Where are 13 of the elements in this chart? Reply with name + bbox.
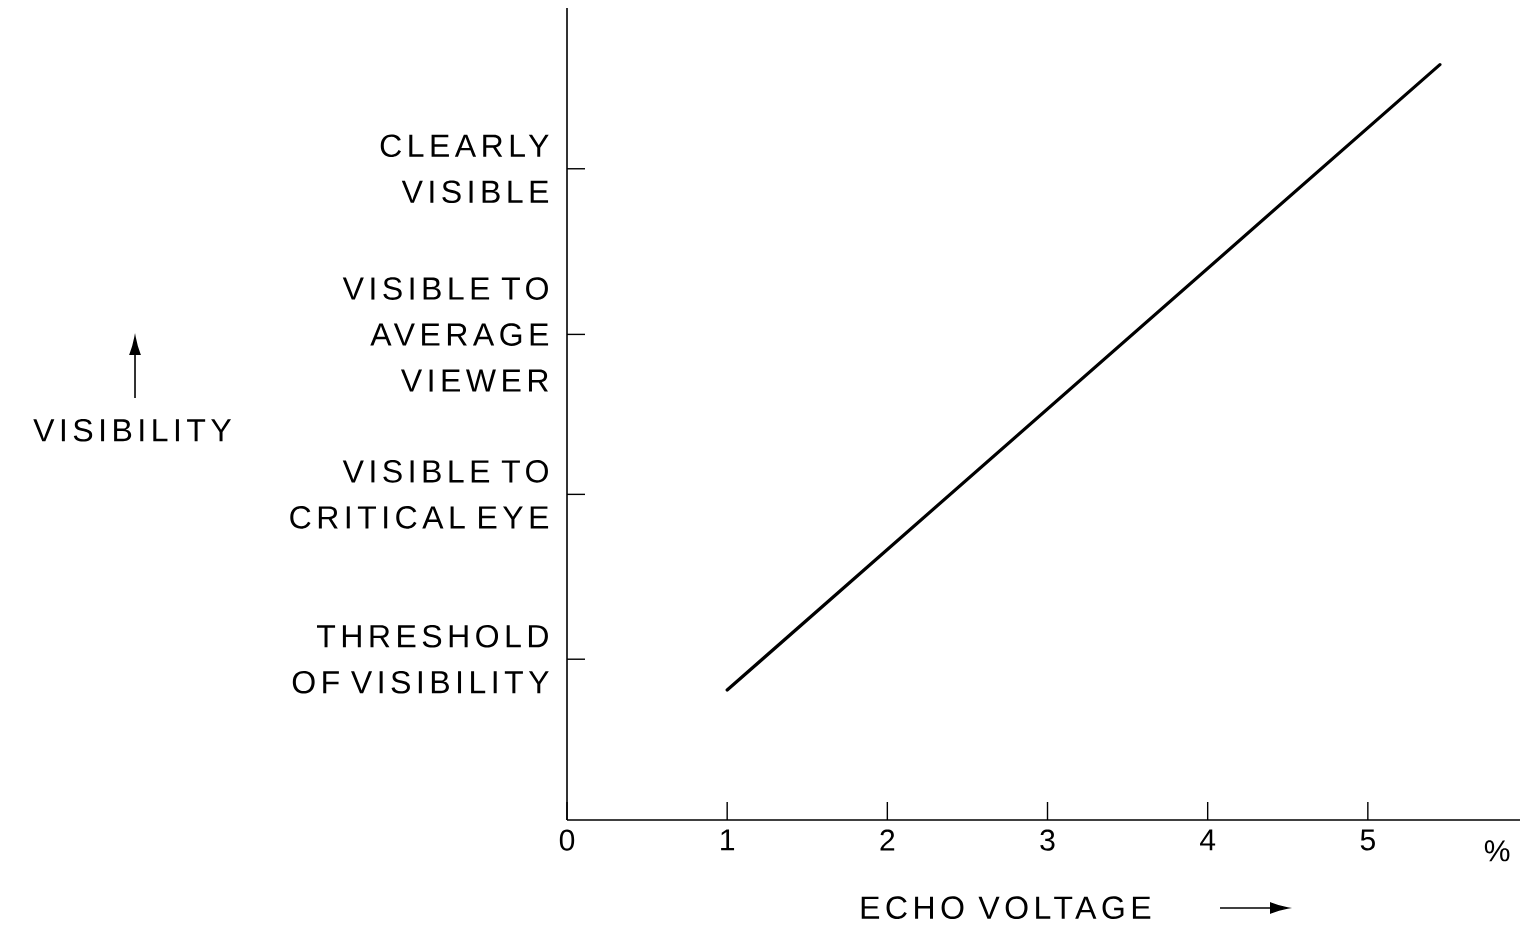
x-axis-title: ECHO VOLTAGE bbox=[861, 896, 1151, 920]
text: VISIBLE TO CRITICAL EYE bbox=[290, 460, 549, 529]
x-tick-label: 1 bbox=[721, 829, 735, 851]
x-tick-label: 2 bbox=[880, 829, 895, 851]
x-tick-label: 0 bbox=[559, 829, 575, 851]
text: CLEARLY VISIBLE bbox=[380, 134, 549, 204]
text: VISIBILITY bbox=[33, 418, 232, 442]
x-tick-label: 4 bbox=[1200, 829, 1216, 851]
text: VISIBLE TO AVERAGE VIEWER bbox=[342, 277, 549, 392]
text: THRESHOLD OF VISIBILITY bbox=[292, 624, 549, 694]
text: % bbox=[1484, 840, 1510, 862]
x-tick-label: 5 bbox=[1360, 829, 1375, 851]
x-tick-label: 3 bbox=[1040, 829, 1055, 851]
